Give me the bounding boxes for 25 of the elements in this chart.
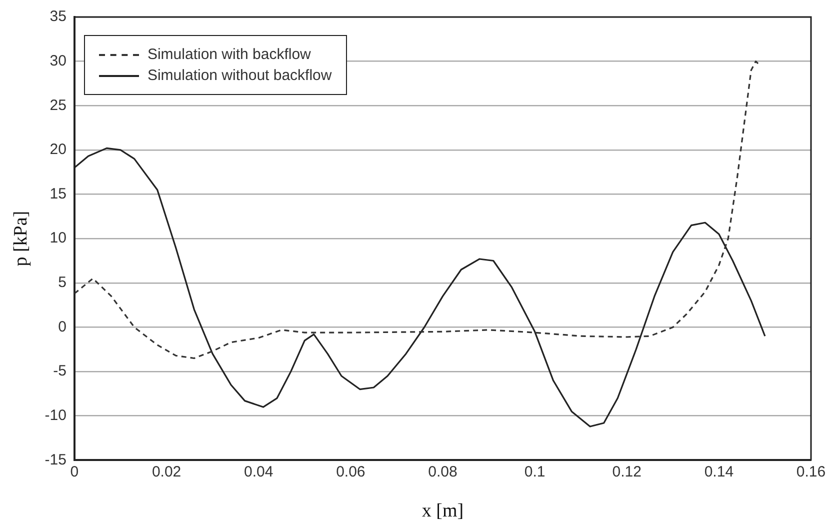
x-tick-label: 0.08: [428, 463, 458, 480]
x-tick-label: 0.06: [336, 463, 366, 480]
line-series: [74, 60, 762, 360]
y-tick-label: -5: [53, 362, 66, 380]
y-tick-label: 30: [50, 52, 66, 70]
legend-label: Simulation without backflow: [147, 67, 332, 84]
y-tick-label: 35: [50, 8, 66, 26]
y-axis-title: p [kPa]: [10, 210, 32, 266]
y-tick-label: 5: [58, 274, 66, 292]
y-tick-label: 10: [50, 230, 66, 247]
legend-label: Simulation with backflow: [147, 46, 311, 63]
y-tick-label: -15: [44, 451, 66, 468]
x-tick-label: 0: [70, 463, 79, 480]
y-tick-label: 0: [58, 318, 66, 336]
y-tick-label: 25: [50, 96, 66, 114]
y-tick-label: 20: [50, 141, 66, 158]
x-tick-label: 0.14: [704, 463, 734, 480]
x-tick-label: 0.16: [796, 463, 826, 480]
x-tick-label: 0.02: [152, 463, 182, 480]
x-axis-title: x [m]: [422, 500, 464, 522]
y-tick-label: 15: [50, 185, 66, 202]
x-tick-label: 0.04: [244, 463, 274, 480]
x-tick-label: 0.12: [612, 463, 642, 480]
y-tick-label: -10: [44, 407, 66, 424]
x-tick-label: 0.1: [524, 463, 546, 480]
